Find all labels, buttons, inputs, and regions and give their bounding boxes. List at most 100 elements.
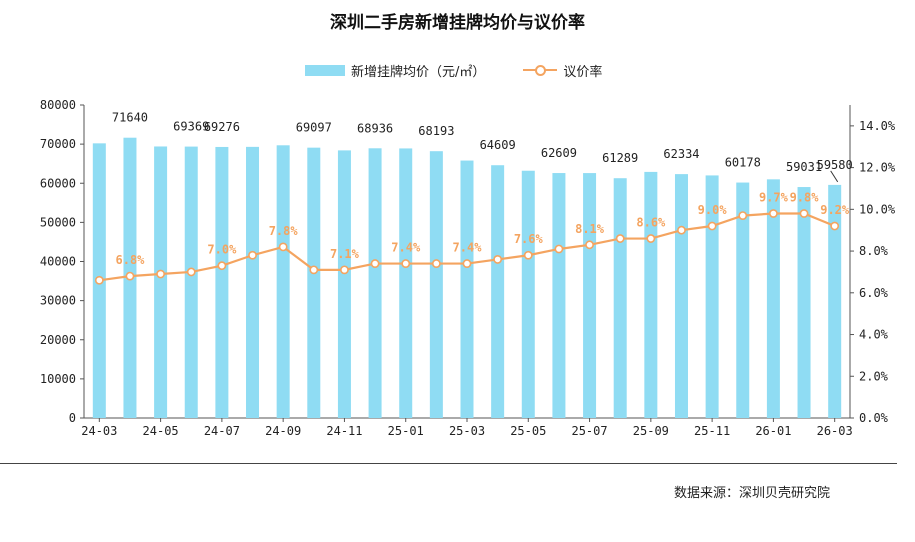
bar (583, 173, 597, 418)
y-left-tick-label: 50000 (40, 215, 76, 229)
rate-data-label: 8.1% (575, 222, 605, 236)
bar-data-label: 68193 (418, 124, 454, 138)
y-left-tick-label: 20000 (40, 333, 76, 347)
rate-data-label: 7.1% (330, 247, 360, 261)
rate-point (738, 211, 748, 220)
rate-point (186, 267, 196, 277)
rate-point (278, 242, 288, 252)
bar (491, 165, 505, 418)
rate-point (615, 234, 625, 243)
source-note: 数据来源：深圳贝壳研究院 (673, 486, 830, 501)
rate-point (462, 259, 472, 268)
chart-plot: 0 10000 20000 30000 40000 50000 60000 70000 8000… (40, 98, 896, 438)
legend-label-rate: 议价率 (563, 64, 603, 80)
y-right-tick-label: 6.0% (859, 286, 889, 300)
rate-data-label: 7.6% (514, 232, 544, 246)
rate-point (431, 259, 441, 268)
bar-data-label: 68936 (357, 121, 393, 135)
rate-point (248, 250, 257, 260)
rate-point (523, 250, 533, 260)
y-right-tick-label: 14.0% (859, 119, 896, 133)
rate-data-label: 7.8% (269, 224, 299, 238)
x-tick-label: 25-05 (510, 424, 546, 438)
chart-title: 深圳二手房新增挂牌均价与议价率 (330, 13, 585, 33)
rate-point (707, 221, 717, 231)
legend-label-price: 新增挂牌均价（元/㎡） (351, 64, 486, 80)
bar-data-label: 62334 (663, 147, 699, 161)
rate-point (830, 221, 840, 231)
divider (0, 463, 897, 464)
rate-point (677, 225, 686, 235)
bar (644, 171, 658, 418)
x-tick-label: 26-03 (817, 424, 853, 438)
y-left-tick-label: 0 (69, 411, 76, 425)
bar (552, 173, 566, 418)
legend-bar-swatch (305, 64, 345, 76)
bar-data-label: 61289 (602, 151, 638, 165)
rate-point (799, 209, 809, 218)
bar (399, 148, 413, 418)
rate-point (554, 244, 564, 254)
rate-point (94, 275, 104, 285)
bar (429, 151, 443, 418)
y-right-tick-label: 8.0% (859, 244, 889, 258)
rate-point (646, 234, 656, 243)
y-right-tick-label: 10.0% (859, 202, 896, 216)
bar (246, 146, 260, 418)
bar (368, 148, 382, 418)
bar (184, 146, 198, 418)
rate-data-label: 6.8% (116, 253, 146, 267)
bar-data-label: 59580 (817, 158, 853, 172)
bar-data-label: 60178 (725, 156, 761, 170)
y-left-tick-label: 60000 (40, 176, 76, 190)
bar (705, 175, 719, 418)
y-right-tick-label: 2.0% (859, 369, 889, 383)
rate-data-label: 7.0% (207, 243, 237, 257)
legend-line-swatch (523, 64, 558, 76)
x-tick-label: 24-03 (81, 424, 117, 438)
x-tick-label: 24-09 (265, 424, 301, 438)
bar (337, 150, 351, 418)
rate-point (401, 259, 411, 268)
legend-item-rate: 议价率 (523, 61, 602, 80)
bar (154, 146, 168, 418)
rate-point (309, 265, 319, 275)
x-tick-label: 24-07 (204, 424, 240, 438)
legend-item-price: 新增挂牌均价（元/㎡） (305, 61, 485, 80)
bar (307, 147, 321, 418)
y-left-tick-label: 10000 (40, 372, 76, 386)
rate-point (125, 271, 135, 281)
legend: 新增挂牌均价（元/㎡） 议价率 (305, 60, 640, 80)
bar (460, 160, 474, 418)
bar (797, 187, 811, 418)
y-right-tick-label: 0.0% (859, 411, 889, 425)
y-left-tick-label: 30000 (40, 294, 76, 308)
rate-data-label: 9.0% (698, 203, 728, 217)
bar-data-label: 71640 (112, 111, 148, 125)
rate-point (340, 265, 349, 275)
bar (215, 146, 229, 419)
bar (521, 170, 535, 418)
y-left-tick-label: 40000 (40, 255, 76, 269)
x-tick-label: 25-11 (694, 424, 730, 438)
bar-data-label: 62609 (541, 146, 577, 160)
rate-data-label: 9.7% (759, 191, 789, 205)
rate-point (769, 209, 778, 218)
x-tick-label: 24-05 (143, 424, 179, 438)
rate-data-label: 7.4% (453, 241, 483, 255)
x-tick-label: 24-11 (326, 424, 362, 438)
bar-data-label: 69276 (204, 120, 240, 134)
bar (828, 184, 842, 418)
bar (613, 178, 627, 418)
rate-point (217, 261, 227, 271)
bar (766, 179, 780, 418)
y-left-tick-label: 80000 (40, 98, 76, 112)
bar-data-label: 64609 (480, 138, 516, 152)
rate-point (585, 240, 594, 250)
x-tick-label: 25-09 (633, 424, 669, 438)
rate-point (493, 255, 503, 264)
rate-data-label: 8.6% (636, 216, 666, 230)
rate-data-label: 7.4% (391, 241, 421, 255)
bar (276, 145, 290, 418)
x-tick-label: 25-07 (571, 424, 607, 438)
